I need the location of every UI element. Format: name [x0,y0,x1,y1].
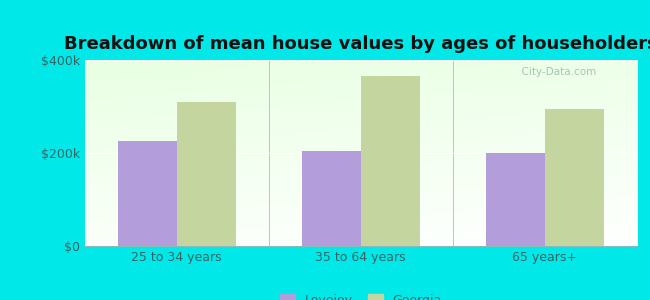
Title: Breakdown of mean house values by ages of householders: Breakdown of mean house values by ages o… [64,35,650,53]
Bar [177,102,235,246]
Text: City-Data.com: City-Data.com [515,68,597,77]
Bar [486,153,545,246]
Bar [545,109,604,246]
Legend: Lovejoy, Georgia: Lovejoy, Georgia [276,290,446,300]
Bar [361,76,420,246]
Bar [118,141,177,246]
Bar [302,151,361,246]
